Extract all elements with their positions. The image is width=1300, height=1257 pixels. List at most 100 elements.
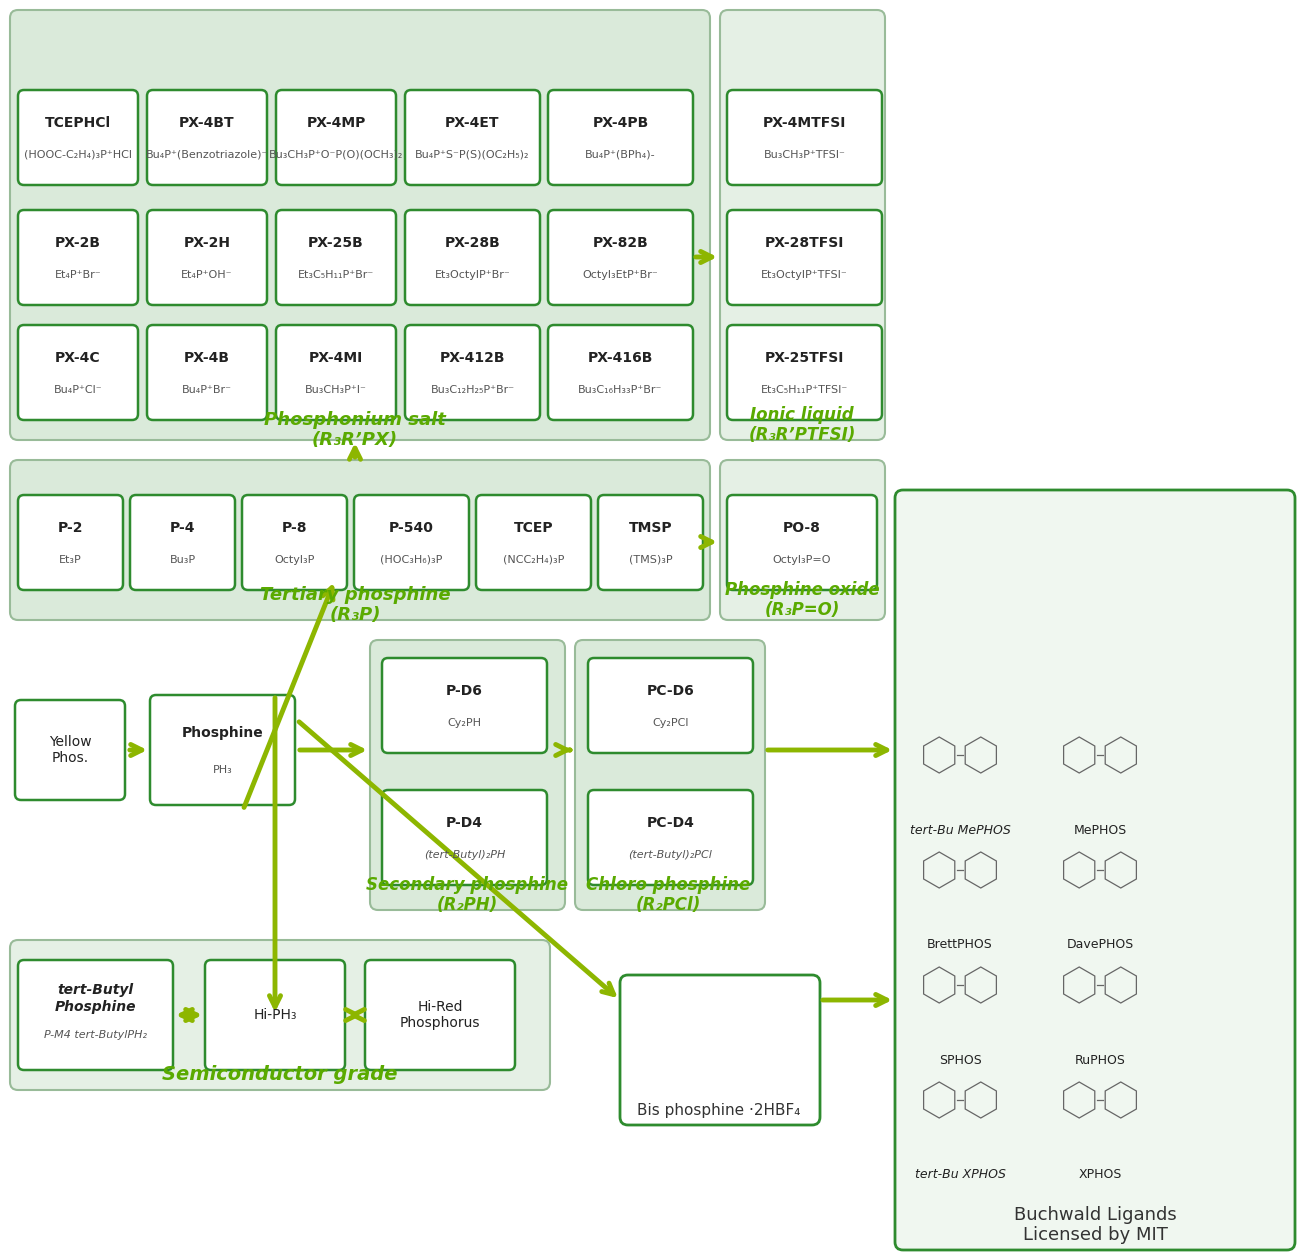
FancyBboxPatch shape bbox=[147, 210, 266, 305]
FancyBboxPatch shape bbox=[549, 210, 693, 305]
Text: Et₃C₅H₁₁P⁺TFSI⁻: Et₃C₅H₁₁P⁺TFSI⁻ bbox=[760, 385, 848, 395]
Text: BrettPHOS: BrettPHOS bbox=[927, 939, 993, 952]
Text: PX-82B: PX-82B bbox=[593, 236, 649, 250]
FancyBboxPatch shape bbox=[276, 210, 396, 305]
FancyBboxPatch shape bbox=[150, 695, 295, 804]
Text: Bu₃CH₃P⁺TFSI⁻: Bu₃CH₃P⁺TFSI⁻ bbox=[763, 150, 845, 160]
FancyBboxPatch shape bbox=[406, 326, 540, 420]
FancyBboxPatch shape bbox=[894, 490, 1295, 1249]
Text: Bu₄P⁺S⁻P(S)(OC₂H₅)₂: Bu₄P⁺S⁻P(S)(OC₂H₅)₂ bbox=[415, 150, 530, 160]
Text: Hi-PH₃: Hi-PH₃ bbox=[254, 1008, 296, 1022]
Text: P-D6: P-D6 bbox=[446, 684, 482, 698]
FancyBboxPatch shape bbox=[130, 495, 235, 590]
Text: PC-D6: PC-D6 bbox=[646, 684, 694, 698]
FancyBboxPatch shape bbox=[406, 210, 540, 305]
Text: Et₃C₅H₁₁P⁺Br⁻: Et₃C₅H₁₁P⁺Br⁻ bbox=[298, 269, 374, 279]
FancyBboxPatch shape bbox=[147, 326, 266, 420]
Text: (HOOC-C₂H₄)₃P⁺HCl: (HOOC-C₂H₄)₃P⁺HCl bbox=[23, 150, 133, 160]
Text: RuPHOS: RuPHOS bbox=[1075, 1053, 1126, 1066]
FancyBboxPatch shape bbox=[205, 960, 344, 1070]
Text: PX-4PB: PX-4PB bbox=[593, 116, 649, 131]
FancyBboxPatch shape bbox=[406, 91, 540, 185]
Text: PX-25TFSI: PX-25TFSI bbox=[764, 351, 844, 366]
Text: XPHOS: XPHOS bbox=[1078, 1169, 1122, 1182]
FancyBboxPatch shape bbox=[276, 91, 396, 185]
Text: Bis phosphine ·2HBF₄: Bis phosphine ·2HBF₄ bbox=[637, 1102, 801, 1117]
Text: MePHOS: MePHOS bbox=[1074, 823, 1127, 836]
Text: P-2: P-2 bbox=[57, 522, 83, 535]
Text: Bu₄P⁺Br⁻: Bu₄P⁺Br⁻ bbox=[182, 385, 231, 395]
Text: Bu₃C₁₂H₂₅P⁺Br⁻: Bu₃C₁₂H₂₅P⁺Br⁻ bbox=[430, 385, 515, 395]
FancyBboxPatch shape bbox=[147, 91, 266, 185]
Text: Et₃OctylP⁺TFSI⁻: Et₃OctylP⁺TFSI⁻ bbox=[760, 269, 848, 279]
Text: PX-2B: PX-2B bbox=[55, 236, 101, 250]
Text: TMSP: TMSP bbox=[629, 522, 672, 535]
Text: Octyl₃EtP⁺Br⁻: Octyl₃EtP⁺Br⁻ bbox=[582, 269, 658, 279]
Text: DavePHOS: DavePHOS bbox=[1066, 939, 1134, 952]
FancyBboxPatch shape bbox=[10, 940, 550, 1090]
FancyBboxPatch shape bbox=[18, 210, 138, 305]
Text: Phosphonium salt
(R₃R’PX): Phosphonium salt (R₃R’PX) bbox=[264, 411, 446, 450]
FancyBboxPatch shape bbox=[588, 657, 753, 753]
Text: Bu₄P⁺(BPh₄)-: Bu₄P⁺(BPh₄)- bbox=[585, 150, 655, 160]
FancyBboxPatch shape bbox=[18, 960, 173, 1070]
Text: PX-25B: PX-25B bbox=[308, 236, 364, 250]
Text: PX-4C: PX-4C bbox=[55, 351, 101, 366]
Text: PX-4MI: PX-4MI bbox=[309, 351, 363, 366]
Text: Semiconductor grade: Semiconductor grade bbox=[162, 1066, 398, 1085]
FancyBboxPatch shape bbox=[18, 495, 124, 590]
Text: (tert-Butyl)₂PCl: (tert-Butyl)₂PCl bbox=[629, 850, 712, 860]
FancyBboxPatch shape bbox=[382, 789, 547, 885]
Text: PX-416B: PX-416B bbox=[588, 351, 653, 366]
FancyBboxPatch shape bbox=[10, 460, 710, 620]
FancyBboxPatch shape bbox=[16, 700, 125, 799]
Text: tert-Bu XPHOS: tert-Bu XPHOS bbox=[915, 1169, 1005, 1182]
Text: PX-4BT: PX-4BT bbox=[179, 116, 235, 131]
Text: Bu₃CH₃P⁺O⁻P(O)(OCH₃)₂: Bu₃CH₃P⁺O⁻P(O)(OCH₃)₂ bbox=[269, 150, 403, 160]
Text: Et₄P⁺OH⁻: Et₄P⁺OH⁻ bbox=[181, 269, 233, 279]
Text: PC-D4: PC-D4 bbox=[646, 816, 694, 831]
Text: PX-412B: PX-412B bbox=[439, 351, 506, 366]
FancyBboxPatch shape bbox=[598, 495, 703, 590]
Text: Octyl₃P: Octyl₃P bbox=[274, 554, 315, 564]
FancyBboxPatch shape bbox=[727, 326, 881, 420]
FancyBboxPatch shape bbox=[276, 326, 396, 420]
FancyBboxPatch shape bbox=[727, 91, 881, 185]
Text: PX-4MTFSI: PX-4MTFSI bbox=[763, 116, 846, 131]
FancyBboxPatch shape bbox=[354, 495, 469, 590]
Text: P-540: P-540 bbox=[389, 522, 434, 535]
Text: Cy₂PH: Cy₂PH bbox=[447, 718, 481, 728]
Text: Chloro phosphine
(R₂PCl): Chloro phosphine (R₂PCl) bbox=[586, 876, 750, 914]
FancyBboxPatch shape bbox=[620, 975, 820, 1125]
Text: P-4: P-4 bbox=[170, 522, 195, 535]
FancyBboxPatch shape bbox=[720, 460, 885, 620]
Text: (TMS)₃P: (TMS)₃P bbox=[629, 554, 672, 564]
Text: P-M4 tert-ButylPH₂: P-M4 tert-ButylPH₂ bbox=[44, 1029, 147, 1040]
Text: tert-Butyl
Phosphine: tert-Butyl Phosphine bbox=[55, 983, 136, 1013]
FancyBboxPatch shape bbox=[476, 495, 592, 590]
Text: PX-4ET: PX-4ET bbox=[445, 116, 499, 131]
Text: Tertiary phosphine
(R₃P): Tertiary phosphine (R₃P) bbox=[260, 586, 450, 625]
Text: PX-4MP: PX-4MP bbox=[307, 116, 365, 131]
Text: PX-4B: PX-4B bbox=[185, 351, 230, 366]
Text: Et₃OctylP⁺Br⁻: Et₃OctylP⁺Br⁻ bbox=[434, 269, 511, 279]
Text: Secondary phosphine
(R₂PH): Secondary phosphine (R₂PH) bbox=[367, 876, 568, 914]
Text: TCEP: TCEP bbox=[514, 522, 554, 535]
Text: Cy₂PCl: Cy₂PCl bbox=[653, 718, 689, 728]
FancyBboxPatch shape bbox=[549, 91, 693, 185]
Text: P-8: P-8 bbox=[282, 522, 307, 535]
Text: Yellow
Phos.: Yellow Phos. bbox=[48, 735, 91, 766]
Text: Ionic liquid
(R₃R’PTFSI): Ionic liquid (R₃R’PTFSI) bbox=[749, 406, 855, 445]
Text: PX-28TFSI: PX-28TFSI bbox=[764, 236, 844, 250]
Text: tert-Bu MePHOS: tert-Bu MePHOS bbox=[910, 823, 1010, 836]
FancyBboxPatch shape bbox=[365, 960, 515, 1070]
Text: Hi-Red
Phosphorus: Hi-Red Phosphorus bbox=[400, 999, 480, 1029]
Text: Bu₃CH₃P⁺I⁻: Bu₃CH₃P⁺I⁻ bbox=[306, 385, 367, 395]
FancyBboxPatch shape bbox=[575, 640, 764, 910]
Text: Phosphine: Phosphine bbox=[182, 727, 264, 740]
Text: PH₃: PH₃ bbox=[213, 764, 233, 774]
FancyBboxPatch shape bbox=[727, 495, 878, 590]
Text: SPHOS: SPHOS bbox=[939, 1053, 982, 1066]
Text: Bu₄P⁺Cl⁻: Bu₄P⁺Cl⁻ bbox=[53, 385, 103, 395]
FancyBboxPatch shape bbox=[727, 210, 881, 305]
